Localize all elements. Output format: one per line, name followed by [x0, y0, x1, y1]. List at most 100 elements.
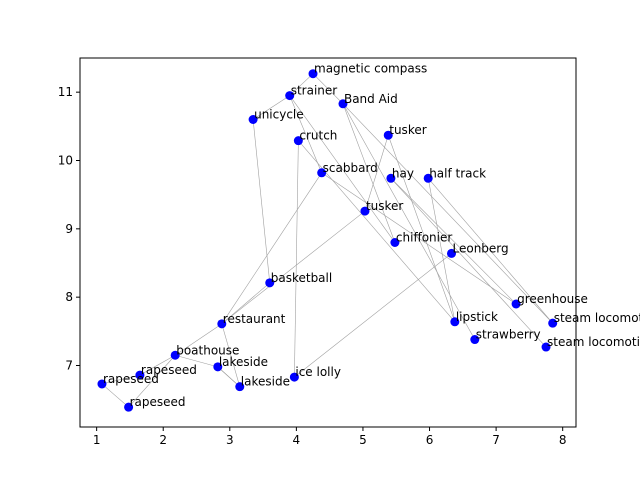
point-label: strawberry: [476, 328, 541, 342]
x-tick-label: 1: [93, 433, 101, 447]
scatter-point: [360, 206, 370, 216]
edge-line: [342, 103, 553, 324]
point-label: steam locomotive: [554, 311, 640, 325]
edge-line: [221, 323, 241, 387]
point-label: rapeseed: [103, 372, 159, 386]
point-label: rapeseed: [130, 395, 186, 409]
point-label: magnetic compass: [314, 62, 427, 76]
scatter-point: [511, 299, 521, 309]
scatter-point: [338, 99, 348, 109]
scatter-point: [248, 115, 258, 124]
scatter-point: [450, 317, 460, 327]
edge-line: [312, 73, 344, 104]
x-tick-label: 4: [293, 433, 301, 447]
labels-layer: magnetic compass strainer Band Aid unicycle…: [103, 62, 640, 409]
scatter-point: [97, 379, 107, 389]
plot-frame: [79, 57, 577, 428]
y-tick-label: 10: [58, 154, 73, 168]
edges-layer: [101, 73, 553, 408]
scatter-point: [170, 350, 180, 360]
point-label: unicycle: [254, 108, 304, 122]
point-label: basketball: [271, 271, 332, 285]
point-label: greenhouse: [517, 292, 588, 306]
scatter-point: [235, 382, 245, 392]
edge-line: [364, 135, 389, 212]
edge-line: [101, 383, 129, 408]
edge-line: [321, 172, 517, 305]
edge-line: [139, 354, 176, 376]
scatter-point: [293, 136, 303, 146]
scatter-point: [383, 130, 393, 140]
point-label: steam locomotive: [547, 335, 640, 349]
scatter-point: [470, 335, 480, 345]
edge-line: [387, 135, 456, 322]
y-tick-label: 7: [65, 359, 73, 373]
point-label: strainer: [291, 84, 338, 98]
scatter-point: [124, 402, 134, 412]
edge-line: [175, 323, 222, 356]
edge-line: [252, 119, 271, 283]
edge-line: [289, 95, 322, 173]
point-label: lakeside: [241, 375, 290, 389]
point-label: rapeseed: [141, 363, 197, 377]
edge-line: [390, 178, 547, 348]
scatter-point: [285, 91, 295, 101]
point-label: Leonberg: [453, 241, 509, 255]
edge-line: [252, 95, 290, 120]
point-label: restaurant: [223, 312, 286, 326]
edge-line: [289, 73, 314, 96]
edge-line: [427, 178, 553, 324]
scatter-point: [135, 370, 145, 380]
x-axis: 1 2 3 4 5 6 7 8: [93, 427, 567, 447]
scatter-point: [541, 342, 551, 352]
edge-line: [101, 374, 140, 385]
point-label: tusker: [366, 199, 403, 213]
y-axis: 7 8 9 10 11: [58, 85, 80, 373]
edge-line: [217, 366, 240, 387]
edge-line: [175, 354, 218, 368]
point-label: tusker: [389, 123, 426, 137]
y-tick-label: 9: [65, 222, 73, 236]
point-label: ice lolly: [295, 365, 341, 379]
point-label: half track: [429, 166, 486, 180]
y-tick-label: 11: [58, 85, 73, 99]
edge-line: [294, 140, 299, 378]
edge-line: [294, 253, 452, 378]
edge-line: [289, 95, 396, 243]
scatter-point: [317, 168, 327, 178]
edge-line: [221, 210, 366, 325]
edge-line: [390, 178, 517, 305]
y-tick-label: 8: [65, 290, 73, 304]
edge-line: [128, 355, 176, 408]
point-label: boathouse: [176, 343, 239, 357]
scatter-point: [423, 173, 433, 183]
point-label: scabbard: [323, 161, 378, 175]
edge-line: [221, 172, 322, 324]
points-layer: [97, 69, 558, 412]
scatter-point: [308, 69, 318, 79]
scatter-point: [548, 318, 558, 328]
x-tick-label: 7: [492, 433, 500, 447]
point-label: Band Aid: [344, 92, 398, 106]
point-label: lipstick: [456, 310, 498, 324]
point-label: crutch: [299, 129, 337, 143]
scatter-point: [217, 319, 227, 329]
edge-line: [427, 178, 456, 322]
scatter-point: [265, 278, 275, 288]
point-label: lakeside: [219, 355, 268, 369]
point-label: hay: [392, 166, 414, 180]
point-label: chiffonier: [396, 231, 452, 245]
x-tick-label: 5: [359, 433, 367, 447]
scatter-point: [390, 238, 400, 247]
edge-line: [342, 103, 396, 243]
x-tick-label: 2: [159, 433, 167, 447]
scatter-point: [289, 372, 299, 382]
edge-line: [342, 103, 476, 340]
scatter-point: [213, 362, 223, 372]
x-tick-label: 6: [426, 433, 434, 447]
scatter-point: [447, 248, 457, 258]
scatter-point: [386, 173, 396, 183]
edge-line: [221, 282, 270, 325]
x-tick-label: 3: [226, 433, 234, 447]
